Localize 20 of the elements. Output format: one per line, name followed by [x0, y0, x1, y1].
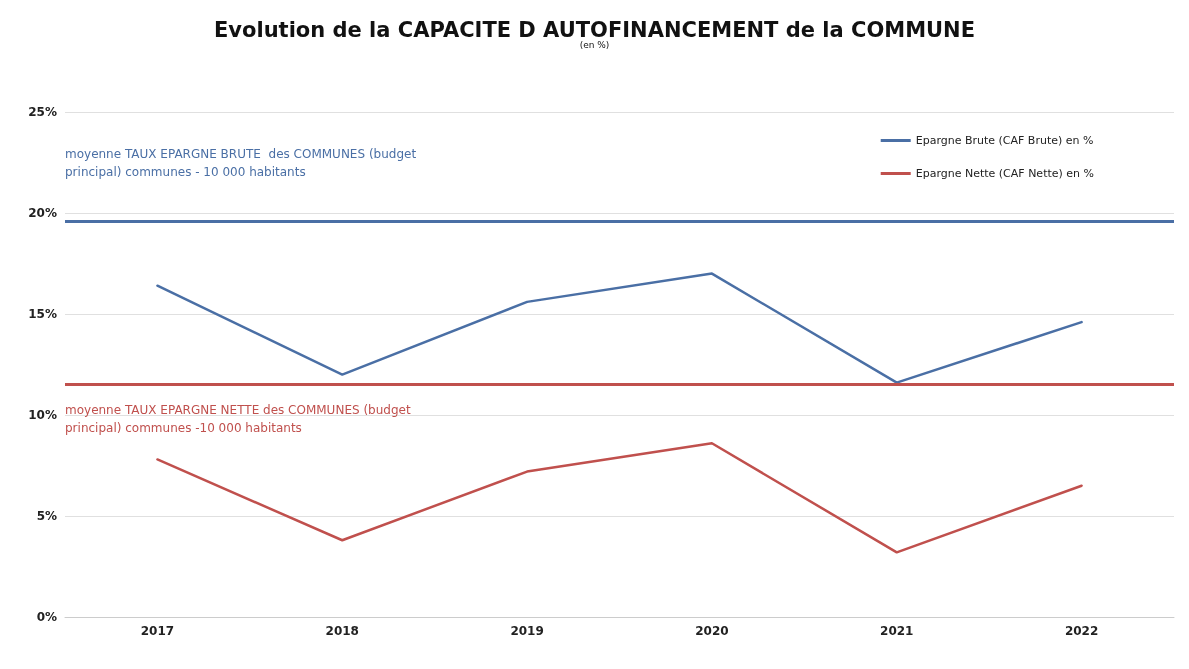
y-tick-label: 15% — [28, 307, 57, 321]
chart-title: Evolution de la CAPACITE D AUTOFINANCEMENT de la COMMUNE — [213, 17, 976, 42]
y-tick-label: 5% — [36, 509, 57, 523]
x-tick-label: 2017 — [140, 624, 175, 638]
x-tick-label: 2019 — [510, 624, 544, 638]
y-tick-label: 10% — [28, 408, 57, 422]
x-tick-label: 2018 — [325, 624, 359, 638]
y-tick-label: 20% — [28, 206, 57, 220]
y-tick-label: 0% — [36, 610, 57, 624]
x-tick-label: 2021 — [880, 624, 914, 638]
y-tick-label: 25% — [28, 105, 57, 119]
legend-label: Epargne Nette (CAF Nette) en % — [915, 167, 1094, 180]
legend-label: Epargne Brute (CAF Brute) en % — [915, 134, 1094, 147]
chart-subtitle: (en %) — [579, 39, 610, 50]
x-tick-label: 2022 — [1064, 624, 1099, 638]
line-series — [156, 272, 1083, 384]
ref-line-label: moyenne TAUX EPARGNE BRUTE des COMMUNES (budget principal) communes - 10 000 habitants — [65, 147, 420, 180]
line-series — [156, 442, 1083, 554]
x-tick-label: 2020 — [695, 624, 729, 638]
ref-line-label: moyenne TAUX EPARGNE NETTE des COMMUNES (budget principal) communes -10 000 habitants — [65, 402, 415, 435]
